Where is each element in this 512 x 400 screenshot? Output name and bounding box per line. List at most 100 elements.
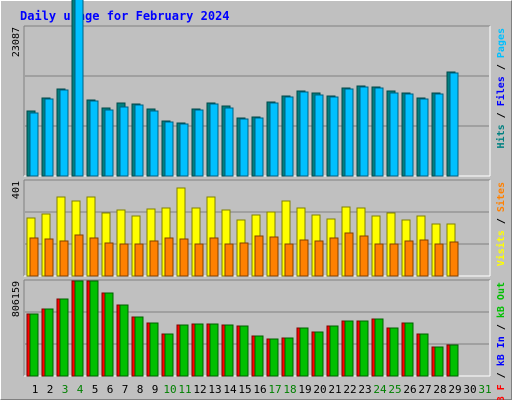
bar-outline [299,91,309,177]
x-tick-label: 31 [478,383,491,396]
x-tick-label: 29 [448,383,461,396]
bar-files [104,109,114,177]
bar-fill [60,241,68,276]
bar-fill [450,345,458,376]
bar-files [284,96,294,177]
bar-fill [120,244,128,276]
bar-fill [120,107,128,176]
bar-fill [165,334,173,376]
bar-fill [135,105,143,176]
bar-files [344,88,354,177]
bar-files [119,106,129,177]
bar-outline [59,240,69,277]
bar-outline [74,0,84,177]
x-tick-label: 16 [253,383,266,396]
bar-sites [299,239,309,277]
bar-outline [209,323,219,377]
bar-outline [449,344,459,377]
bar-outline [239,118,249,177]
bar-outline [284,96,294,177]
bar-fill [30,113,38,176]
bar-kb-out [134,316,144,377]
bar-fill [45,99,53,176]
bar-kb-out [74,280,84,377]
bar-fill [165,238,173,276]
bar-sites [389,243,399,277]
bar-fill [210,324,218,376]
bar-kb-out [224,324,234,377]
bar-sites [224,243,234,277]
bar-sites [59,240,69,277]
bar-outline [344,320,354,377]
bar-kb-out [104,292,114,377]
bar-outline [149,322,159,377]
bar-files [149,110,159,177]
bar-outline [254,235,264,277]
bar-fill [117,210,125,276]
bar-outline [104,242,114,277]
bar-sites [434,243,444,277]
bar-fill [135,317,143,376]
bar-outline [224,243,234,277]
bar-kb-out [434,346,444,377]
series-legend: Visits / Sites [495,182,507,266]
legend-part: / [496,212,507,230]
x-tick-label: 10 [163,383,176,396]
bar-files [134,104,144,177]
bar-fill [450,242,458,276]
bar-fill [222,210,230,276]
bar-sites [344,232,354,277]
bar-sites [149,240,159,277]
bar-fill [240,243,248,276]
bar-kb-out [419,333,429,377]
x-tick-label: 13 [208,383,221,396]
bar-files [254,117,264,177]
bar-fill [207,197,215,276]
bar-kb-out [209,323,219,377]
bar-fill [45,309,53,376]
bar-fill [210,238,218,276]
series-legend: kB F / kB In / kB Out [496,282,507,400]
bar-files [449,72,459,177]
bar-kb-out [89,280,99,377]
bar-files [209,103,219,177]
bar-outline [179,123,189,177]
bar-outline [224,107,234,177]
legend-part: Sites [495,182,507,212]
bar-fill [345,233,353,276]
bar-fill [300,328,308,376]
x-tick-label: 22 [343,383,356,396]
bar-outline [44,308,54,377]
bar-sites [404,240,414,277]
bar-fill [270,103,278,176]
bar-fill [420,240,428,276]
bar-outline [389,92,399,177]
chart-title: Daily usage for February 2024 [20,9,230,23]
bar-fill [255,236,263,276]
bar-outline [209,103,219,177]
bar-kb-out [314,331,324,377]
x-tick-label: 30 [463,383,476,396]
bar-fill [195,110,203,176]
bar-fill [120,305,128,376]
bar-files [434,93,444,177]
bar-fill [195,324,203,376]
bar-fill [405,323,413,376]
bar-outline [119,106,129,177]
bar-sites [374,243,384,277]
bar-sites [194,243,204,277]
legend-part: / [496,366,507,384]
bar-outline [74,234,84,277]
bar-outline [59,298,69,377]
bar-outline [149,110,159,177]
x-tick-label: 6 [107,383,114,396]
bar-fill [225,325,233,376]
bar-fill [315,95,323,176]
bar-outline [164,333,174,377]
bar-files [314,94,324,177]
bar-fill [390,244,398,276]
x-tick-label: 14 [223,383,237,396]
bar-fill [90,101,98,176]
bar-sites [89,237,99,277]
